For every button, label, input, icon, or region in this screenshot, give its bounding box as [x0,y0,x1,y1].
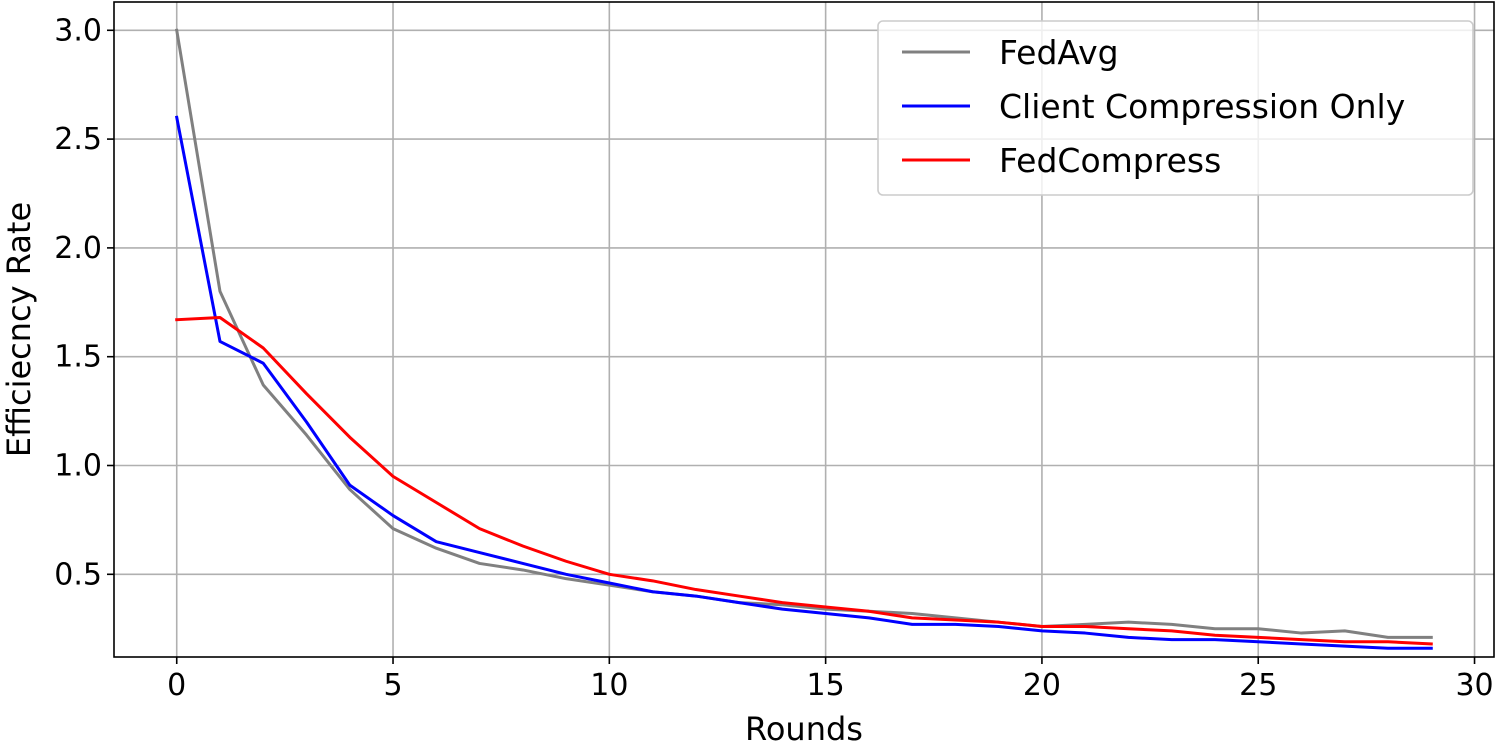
legend-label-1: FedAvg [999,33,1119,72]
y-axis-label: Efficiecncy Rate [0,202,38,457]
legend: FedAvg Client Compression Only FedCompress [877,20,1474,196]
x-tick-label: 0 [167,668,186,703]
x-axis-label: Rounds [745,710,863,748]
x-tick-label: 10 [590,668,628,703]
x-tick-label: 5 [383,668,402,703]
y-tick-label: 3.0 [54,13,102,48]
x-tick-label: 15 [807,668,845,703]
series-lines [174,28,1433,650]
y-tick-label: 2.0 [54,231,102,266]
y-tick-label: 1.5 [54,340,102,375]
axis-ticks: 0 5 10 15 20 25 30 0.5 1.0 1.5 2.0 2.5 3.0 [54,13,1493,703]
x-tick-label: 20 [1023,668,1061,703]
x-tick-label: 30 [1455,668,1493,703]
series-line-1 [175,28,1433,639]
x-tick-label: 25 [1239,668,1277,703]
y-tick-label: 2.5 [54,122,102,157]
legend-box [877,20,1474,196]
series-line-3 [175,316,1433,646]
legend-label-3: FedCompress [999,141,1221,180]
plot-area-frame [113,1,1495,658]
series-line-2 [174,115,1433,650]
y-tick-label: 1.0 [54,449,102,484]
y-tick-label: 0.5 [54,557,102,592]
legend-label-2: Client Compression Only [999,87,1405,126]
